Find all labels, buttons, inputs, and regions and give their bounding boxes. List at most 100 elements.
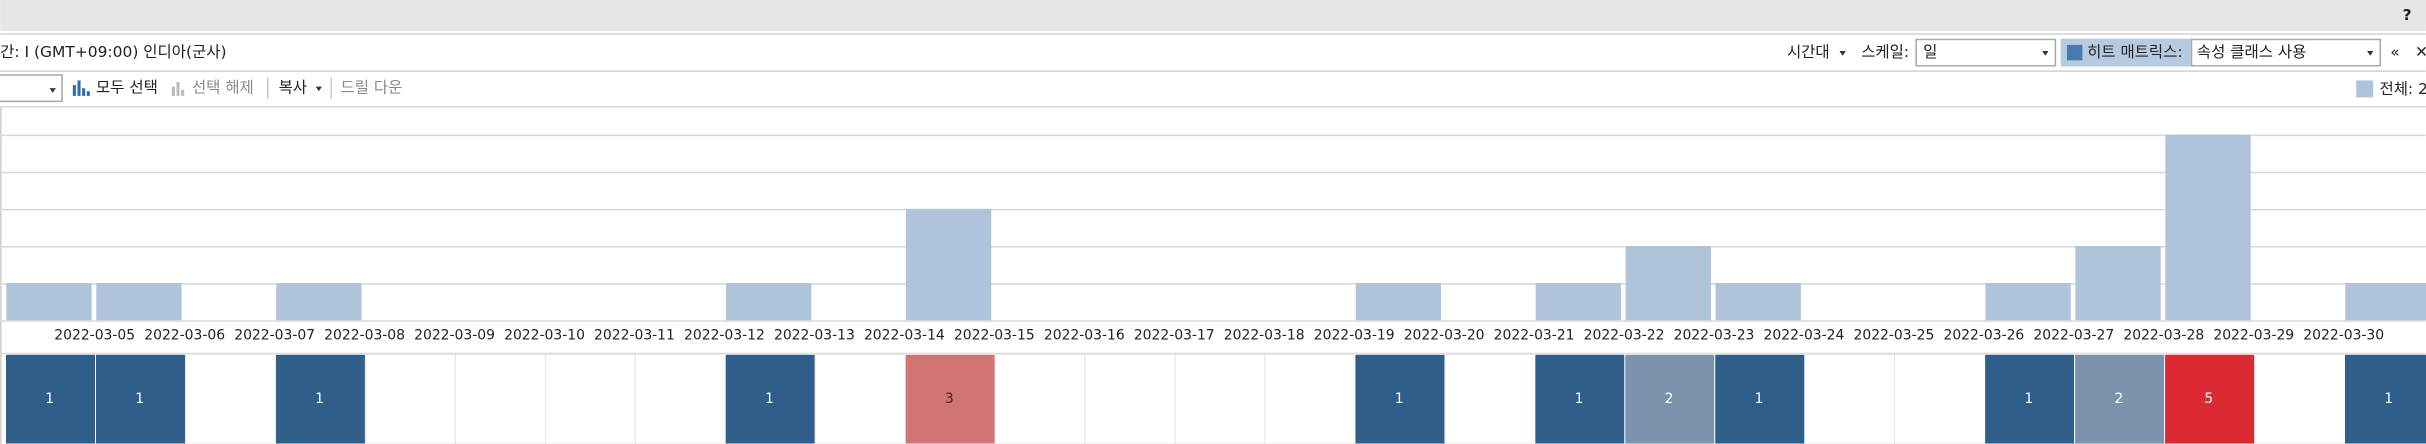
x-tick-label: 2022-03-21 [1494, 328, 1575, 344]
heat-label: 1 [135, 391, 144, 407]
close-button[interactable]: ✕ [2415, 43, 2426, 61]
x-tick-label: 2022-03-11 [594, 328, 675, 344]
heat-cell [1624, 353, 1716, 444]
heat-label: 2 [2114, 391, 2123, 407]
timezone-label: 간: I (GMT+09:00) 인디아(군사) [0, 43, 226, 61]
heat-label: 1 [1755, 391, 1764, 407]
heat-cell [1984, 353, 2076, 444]
x-tick-label: 2022-03-18 [1224, 328, 1305, 344]
heat-cell [1354, 353, 1446, 444]
heat-cell [904, 353, 996, 444]
x-tick-label: 2022-03-16 [1044, 328, 1125, 344]
dropdown-arrow [2367, 51, 2374, 56]
dropdown-arrow [315, 86, 322, 92]
dropdown-arrow [49, 88, 56, 93]
heat-label: 1 [2384, 391, 2393, 407]
heat-cell [2254, 353, 2345, 444]
heat-label: 1 [2024, 391, 2033, 407]
bar [96, 283, 182, 321]
bar [905, 208, 992, 321]
chart-icon [72, 80, 90, 96]
heat-cell [2344, 353, 2426, 444]
x-tick-label: 2022-03-27 [2033, 328, 2114, 344]
bar [2345, 283, 2426, 321]
x-tick-label: 2022-03-26 [1943, 328, 2024, 344]
scale-value: 일 [1923, 43, 1937, 61]
heat-cell [994, 353, 1086, 444]
timezone-menu[interactable]: 시간대 [1787, 43, 1830, 61]
heat-cell [95, 353, 186, 444]
heat-cell [1264, 353, 1356, 444]
heat-cell [544, 353, 636, 444]
legend-swatch [2356, 80, 2374, 98]
bar [725, 283, 812, 321]
x-tick-label: 2022-03-24 [1764, 328, 1845, 344]
heat-cell [454, 353, 546, 444]
heat-dropdown[interactable] [2190, 38, 2382, 67]
bar [1625, 245, 1711, 321]
x-tick-label: 2022-03-09 [414, 328, 495, 344]
heat-cell [1714, 353, 1806, 444]
bar [6, 283, 92, 321]
help-button[interactable]: ? [2403, 6, 2412, 24]
heat-cell [274, 353, 366, 444]
x-tick-label: 2022-03-23 [1674, 328, 1755, 344]
dropdown-arrow [2042, 51, 2049, 56]
heat-label: 히트 매트릭스: [2087, 43, 2183, 61]
heat-label: 1 [1575, 391, 1584, 407]
heat-cell [1084, 353, 1176, 444]
heat-label: 3 [945, 391, 954, 407]
heat-label: 5 [2204, 391, 2213, 407]
heat-cell [814, 353, 906, 444]
x-tick-label: 2022-03-12 [684, 328, 765, 344]
heat-cell [184, 353, 276, 444]
deselect-button[interactable]: 선택 해제 [192, 79, 254, 97]
heat-cell [5, 353, 96, 444]
bar [2075, 245, 2161, 321]
dropdown-arrow [1839, 51, 1846, 56]
bar [1985, 283, 2071, 321]
heat-label: 1 [1395, 391, 1404, 407]
x-tick-label: 2022-03-15 [954, 328, 1035, 344]
histogram: 1 2022-03-05 1 2022-03-06 2022-03-07 1 2022-03… [0, 134, 2426, 444]
bar [276, 283, 362, 321]
heat-label: 1 [765, 391, 774, 407]
scale-label: 스케일: [1861, 43, 1909, 61]
bar [2165, 134, 2251, 321]
heat-cell [2164, 353, 2256, 444]
x-tick-label: 2022-03-22 [1584, 328, 1665, 344]
x-tick-label: 2022-03-07 [234, 328, 315, 344]
heat-cell [724, 353, 816, 444]
bar [1535, 283, 1621, 321]
bar [1355, 283, 1442, 321]
bar [1715, 283, 1801, 321]
x-tick-label: 2022-03-06 [144, 328, 225, 344]
x-tick-label: 2022-03-25 [1854, 328, 1935, 344]
heat-label: 1 [45, 391, 54, 407]
deselect-icon [171, 81, 185, 96]
x-tick-label: 2022-03-28 [2123, 328, 2204, 344]
x-tick-label: 2022-03-19 [1314, 328, 1395, 344]
heat-value: 속성 클래스 사용 [2197, 43, 2306, 61]
heat-cell [1444, 353, 1536, 444]
heat-cell [1894, 353, 1986, 444]
heat-label: 1 [315, 391, 324, 407]
x-tick-label: 2022-03-05 [54, 328, 135, 344]
drill-down-button[interactable]: 드릴 다운 [340, 79, 402, 97]
heat-cell [1804, 353, 1896, 444]
heat-cell [634, 353, 726, 444]
x-tick-label: 2022-03-20 [1404, 328, 1485, 344]
title-bar [0, 0, 2426, 31]
x-tick-label: 2022-03-10 [504, 328, 585, 344]
copy-button[interactable]: 복사 [279, 79, 307, 97]
heat-cell [364, 353, 456, 444]
scale-dropdown[interactable] [1915, 38, 2057, 67]
select-all-button[interactable]: 모두 선택 [96, 79, 158, 97]
collapse-button[interactable]: « [2390, 43, 2399, 61]
heat-cell [2074, 353, 2166, 444]
heat-icon [2066, 44, 2083, 61]
heat-cell [1534, 353, 1626, 444]
x-tick-label: 2022-03-14 [864, 328, 945, 344]
